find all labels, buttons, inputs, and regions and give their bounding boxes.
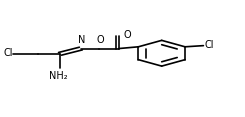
Text: Cl: Cl [205,40,214,50]
Text: NH₂: NH₂ [49,71,68,80]
Text: N: N [78,35,85,45]
Text: Cl: Cl [3,48,13,58]
Text: O: O [123,30,131,40]
Text: O: O [96,35,104,45]
